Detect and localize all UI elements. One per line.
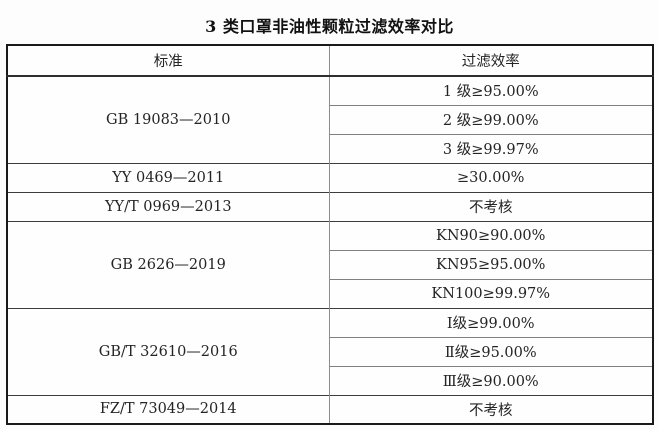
header-row: 标准 过滤效率 bbox=[6, 45, 653, 77]
standard-cell: GB 2626—2019 bbox=[6, 220, 330, 308]
standard-cell: GB 19083—2010 bbox=[6, 76, 330, 163]
column-header-standard: 标准 bbox=[6, 45, 330, 77]
efficiency-cell: Ⅰ级≥99.00% bbox=[329, 307, 653, 337]
efficiency-cell: 2 级≥99.00% bbox=[329, 104, 653, 134]
efficiency-cell: KN90≥90.00% bbox=[329, 220, 653, 250]
table-row: KN95≥95.00% bbox=[7, 249, 653, 279]
filtration-efficiency-table: 标准 过滤效率 GB 19083—2010 1 级≥95.00% 2 级≥99.… bbox=[5, 44, 654, 425]
table-row: GB 19083—2010 1 级≥95.00% bbox=[6, 76, 653, 163]
efficiency-cell: 3 级≥99.97% bbox=[329, 133, 653, 163]
table-row: 2 级≥99.00% bbox=[7, 104, 653, 134]
efficiency-cell: Ⅲ级≥90.00% bbox=[329, 365, 653, 395]
table-row: Ⅲ级≥90.00% bbox=[7, 365, 653, 395]
table-row: GB/T 32610—2016 Ⅰ级≥99.00% bbox=[6, 307, 653, 395]
efficiency-cell: ≥30.00% bbox=[329, 162, 653, 192]
standard-cell: YY/T 0969—2013 bbox=[6, 191, 330, 221]
efficiency-cell: Ⅱ级≥95.00% bbox=[329, 336, 653, 366]
table-row: YY/T 0969—2013 不考核 bbox=[6, 191, 653, 221]
table-title: 3 类口罩非油性颗粒过滤效率对比 bbox=[205, 17, 454, 36]
standard-cell: FZ/T 73049—2014 bbox=[6, 394, 330, 424]
efficiency-cell: KN95≥95.00% bbox=[329, 249, 653, 279]
table-row: FZ/T 73049—2014 不考核 bbox=[6, 394, 653, 424]
column-header-efficiency: 过滤效率 bbox=[329, 45, 653, 77]
standard-cell: YY 0469—2011 bbox=[6, 162, 330, 192]
table-row: Ⅱ级≥95.00% bbox=[7, 336, 653, 366]
efficiency-cell: 1 级≥95.00% bbox=[442, 84, 539, 101]
efficiency-cell: 不考核 bbox=[329, 191, 653, 221]
table-row: KN100≥99.97% bbox=[7, 278, 653, 308]
table-row: GB 2626—2019 KN90≥90.00% bbox=[6, 220, 653, 308]
standard-cell: GB/T 32610—2016 bbox=[6, 307, 330, 395]
efficiency-cell: KN100≥99.97% bbox=[329, 278, 653, 308]
efficiency-cell: 不考核 bbox=[329, 394, 653, 424]
table-row: 3 级≥99.97% bbox=[7, 133, 653, 163]
table-row: YY 0469—2011 ≥30.00% bbox=[6, 162, 653, 192]
